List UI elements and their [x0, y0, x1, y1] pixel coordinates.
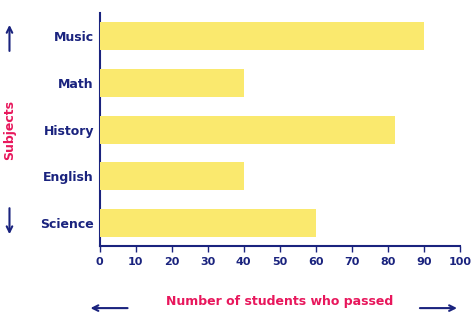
Bar	[100, 116, 395, 143]
Bar	[100, 69, 244, 97]
Text: Subjects: Subjects	[3, 100, 16, 160]
Bar	[100, 162, 244, 190]
Text: Number of students who passed: Number of students who passed	[166, 295, 393, 308]
Bar	[100, 22, 424, 50]
Bar	[100, 209, 316, 237]
